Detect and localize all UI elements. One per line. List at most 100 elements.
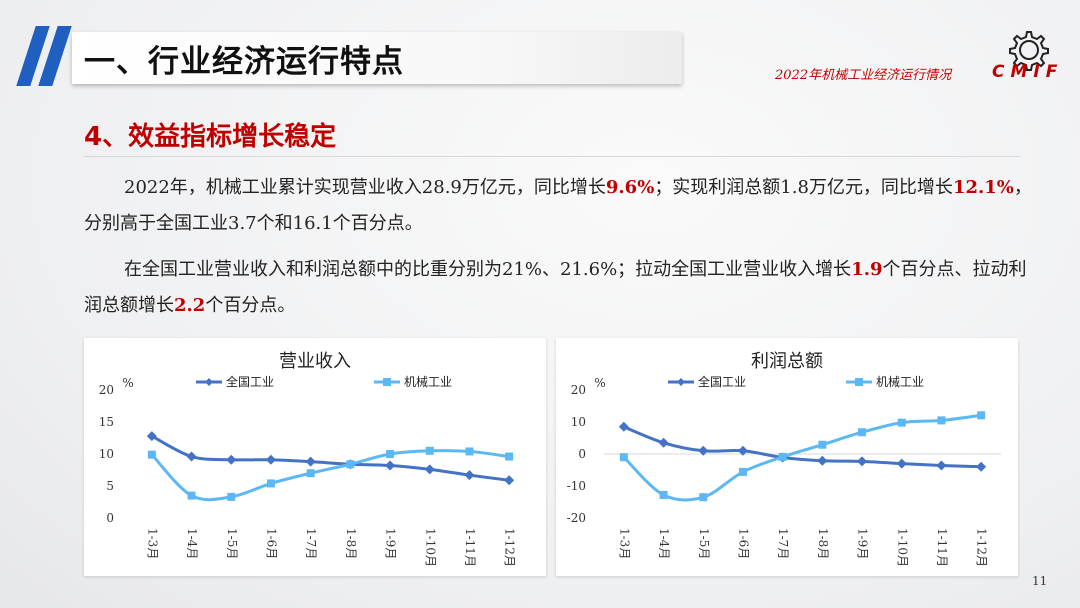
data-point	[738, 467, 747, 476]
data-point	[857, 456, 868, 467]
data-point	[778, 452, 787, 461]
revenue-chart-panel: 营业收入 全国工业 机械工业 0 5 10 15 20% 1-3月 1-4月 1-5月 1-6月 1-7…	[84, 338, 546, 576]
y-tick-label: 5	[106, 479, 114, 493]
data-point	[817, 455, 828, 466]
legend-label: 机械工业	[404, 374, 452, 389]
data-point	[305, 456, 316, 467]
data-point	[737, 445, 748, 456]
data-point	[618, 421, 629, 432]
y-tick-label: 0	[578, 447, 586, 461]
logo-text: CMIF	[992, 62, 1064, 82]
data-point	[385, 460, 396, 471]
data-point	[186, 451, 197, 462]
data-point	[858, 428, 867, 437]
series-line	[151, 434, 510, 482]
paragraph-2: 在全国工业营业收入和利润总额中的比重分别为21%、21.6%；拉动全国工业营业收…	[84, 252, 1034, 324]
series-line	[623, 425, 982, 469]
legend-label: 全国工业	[698, 374, 746, 389]
legend-marker	[677, 378, 685, 386]
data-point	[464, 470, 475, 481]
data-point	[386, 450, 395, 458]
y-tick-label: 10	[571, 415, 586, 429]
x-tick-label: 1-6月	[736, 528, 750, 559]
legend-label: 机械工业	[876, 374, 924, 389]
x-tick-label: 1-11月	[935, 528, 949, 567]
data-point	[266, 479, 275, 488]
text-segment: ，分别高于全国工业3.7个和16.1个百分点。	[84, 177, 1032, 234]
data-point	[977, 411, 986, 420]
data-point	[504, 475, 515, 486]
section-subtitle: 4、效益指标增长稳定	[84, 122, 337, 152]
report-label: 2022年机械工业经济运行情况	[775, 68, 952, 83]
series-line	[150, 449, 510, 502]
x-tick-label: 1-8月	[344, 528, 358, 559]
y-tick-label: -10	[567, 479, 586, 493]
data-point	[937, 416, 946, 425]
x-tick-label: 1-4月	[657, 528, 671, 559]
page-number: 11	[1032, 574, 1048, 588]
y-tick-label: 10	[99, 447, 114, 461]
legend-marker	[383, 378, 391, 386]
highlight-value: 1.9	[851, 259, 883, 280]
x-tick-label: 1-3月	[145, 528, 159, 559]
x-tick-label: 1-9月	[856, 528, 870, 559]
highlight-value: 12.1%	[952, 177, 1014, 198]
data-point	[818, 440, 827, 449]
y-unit-label: %	[594, 376, 605, 390]
data-point	[346, 460, 355, 469]
y-tick-label: 20	[571, 383, 586, 397]
chart-title: 利润总额	[751, 351, 823, 372]
series-line	[622, 413, 982, 502]
data-point	[265, 454, 276, 465]
data-point	[505, 452, 514, 461]
page-title: 一、行业经济运行特点	[84, 44, 404, 80]
data-point	[897, 418, 906, 427]
data-point	[699, 493, 708, 502]
text-segment: 2022年，机械工业累计实现营业收入28.9万亿元，同比增长	[124, 177, 606, 198]
highlight-value: 2.2	[174, 295, 206, 316]
x-tick-label: 1-12月	[503, 528, 517, 567]
x-tick-label: 1-7月	[776, 528, 790, 559]
paragraph-1: 2022年，机械工业累计实现营业收入28.9万亿元，同比增长9.6%；实现利润总…	[84, 170, 1034, 242]
data-point	[659, 490, 668, 499]
data-point	[306, 469, 315, 478]
text-segment: ；实现利润总额1.8万亿元，同比增长	[654, 177, 953, 198]
data-point	[936, 460, 947, 471]
data-point	[465, 447, 474, 456]
data-point	[658, 437, 669, 448]
divider	[84, 156, 1020, 157]
y-unit-label: %	[122, 376, 133, 390]
y-tick-label: 0	[106, 511, 114, 525]
highlight-value: 9.6%	[605, 177, 655, 198]
chart-title: 营业收入	[279, 351, 351, 372]
gear-logo-icon	[1009, 31, 1049, 71]
x-tick-label: 1-10月	[423, 528, 437, 567]
legend-label: 全国工业	[226, 374, 274, 389]
x-tick-label: 1-6月	[264, 528, 278, 559]
x-tick-label: 1-7月	[304, 528, 318, 559]
x-tick-label: 1-9月	[384, 528, 398, 559]
x-tick-label: 1-5月	[697, 528, 711, 559]
y-tick-label: -20	[567, 511, 586, 525]
x-tick-label: 1-8月	[816, 528, 830, 559]
text-segment: 个百分点、拉动利润总额增长	[84, 259, 1027, 316]
x-tick-label: 1-11月	[463, 528, 477, 567]
y-tick-label: 15	[99, 415, 114, 429]
data-point	[425, 446, 434, 455]
data-point	[976, 461, 987, 472]
x-tick-label: 1-3月	[617, 528, 631, 559]
data-point	[896, 458, 907, 469]
data-point	[146, 431, 157, 442]
legend-marker	[855, 378, 863, 386]
title-bar	[72, 32, 682, 84]
data-point	[226, 454, 237, 465]
data-point	[147, 450, 156, 459]
legend-marker	[205, 378, 213, 386]
x-tick-label: 1-10月	[895, 528, 909, 567]
data-point	[187, 491, 196, 500]
y-tick-label: 20	[99, 383, 114, 397]
x-tick-label: 1-4月	[185, 528, 199, 559]
text-segment: 个百分点。	[205, 295, 296, 316]
